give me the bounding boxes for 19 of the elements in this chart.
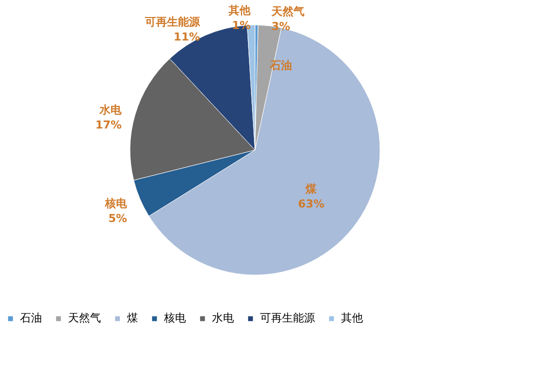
legend-label: 核电 (163, 312, 186, 325)
slice-label: 煤 (304, 182, 318, 196)
slice-label: 其他 (228, 4, 252, 18)
data-label: 11% (174, 30, 200, 44)
category-label: 石油 (270, 59, 292, 72)
legend-label: 煤 (127, 312, 138, 325)
data-label: 3% (271, 20, 290, 33)
slice-label: 天然气 (270, 4, 304, 18)
data-label: 63% (298, 198, 324, 211)
legend-label: 天然气 (68, 312, 101, 325)
slice-label: 可再生能源 (144, 15, 202, 28)
slice-label: 水电 (98, 104, 123, 117)
slice-label: 核电 (104, 197, 128, 210)
legend-label: 水电 (212, 312, 234, 325)
data-label: 5% (108, 212, 127, 226)
legend-label: 石油 (20, 312, 42, 325)
legend-label: 其他 (341, 312, 363, 325)
legend-label: 可再生能源 (260, 312, 315, 325)
data-label: 17% (95, 118, 122, 132)
